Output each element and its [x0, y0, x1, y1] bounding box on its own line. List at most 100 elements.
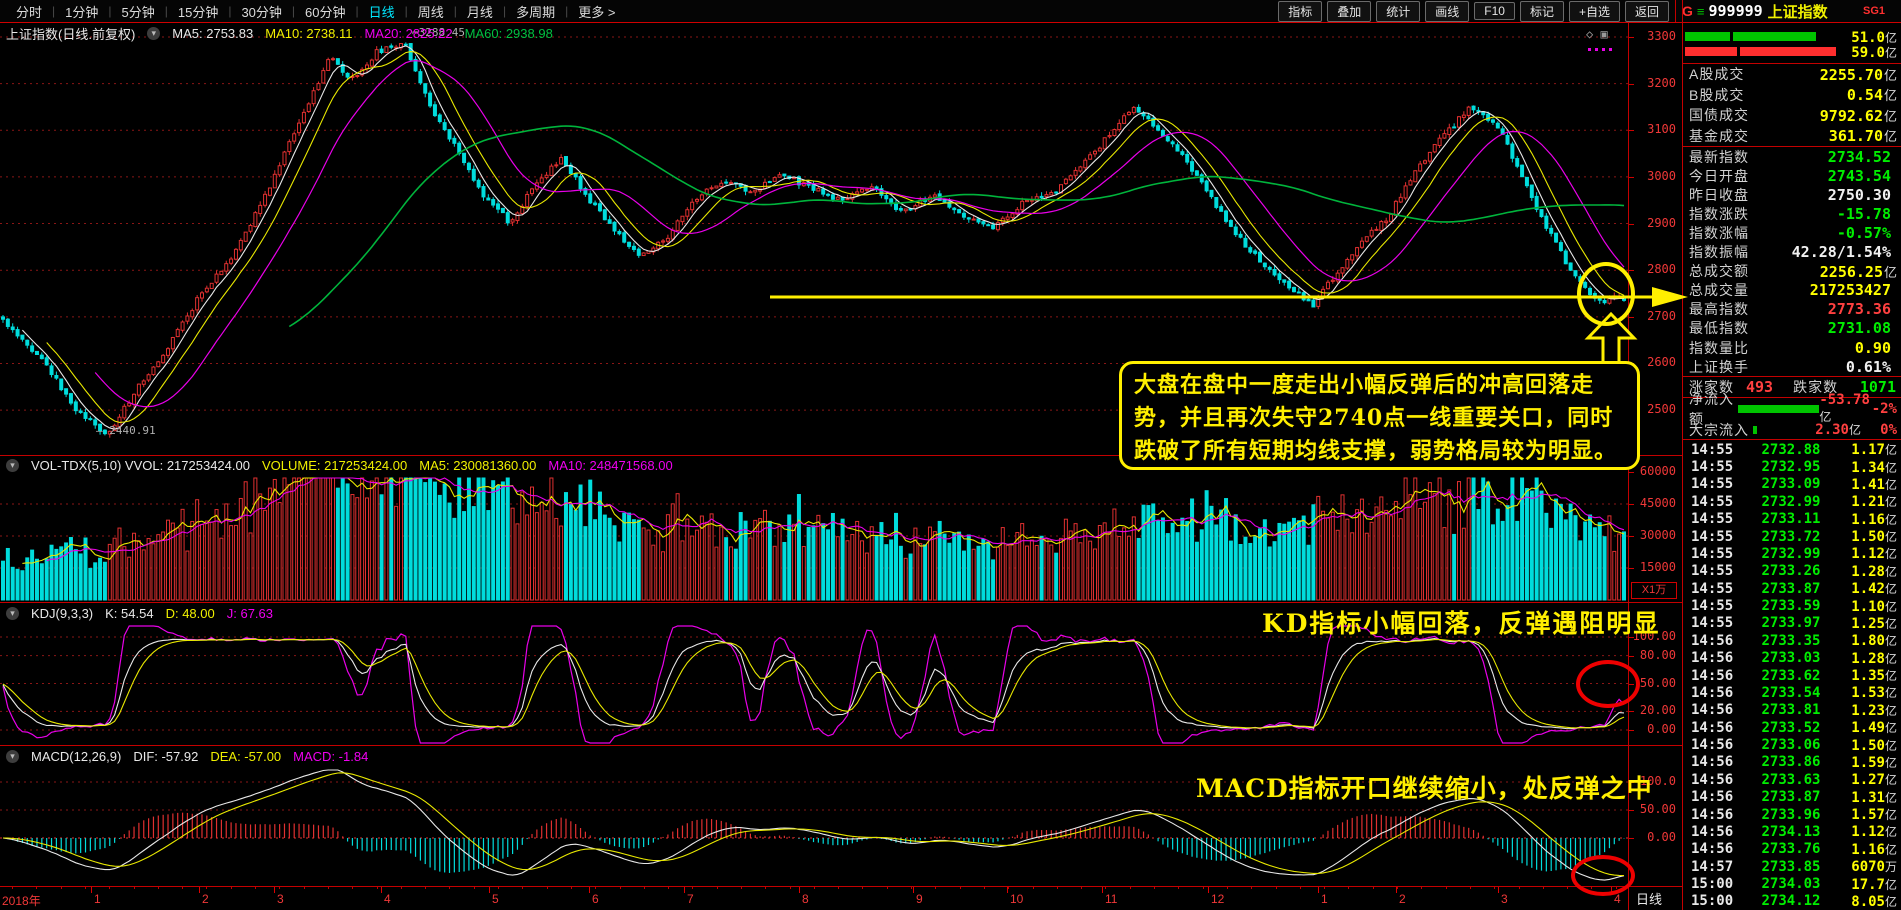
axis-tick [1628, 472, 1634, 474]
stat-label: 指数量比 [1689, 339, 1749, 356]
minor-tick [1446, 886, 1447, 889]
kdj-chart[interactable] [0, 624, 1628, 745]
period-tab-多周期[interactable]: 多周期 [516, 4, 556, 20]
period-tab-分时[interactable]: 分时 [16, 4, 43, 20]
svg-text:— 2440.91: — 2440.91 [96, 424, 156, 437]
macd-axis-label: 100.0 [1639, 774, 1676, 788]
period-tab-1分钟[interactable]: 1分钟 [65, 4, 99, 20]
time-axis: 2018年 1 2 3 4 5 6 7 8 9 10 11 12 1 2 3 4 [0, 886, 1628, 910]
value-number: 59.0 [1851, 45, 1885, 61]
tick-time: 14:55 [1691, 563, 1734, 580]
toolbar-button-画线[interactable]: 画线 [1425, 0, 1470, 22]
annotation-text-box[interactable]: 大盘在盘中一度走出小幅反弹后的冲高回落走 势，并且再次失守2740点一线重要关口，… [1119, 361, 1640, 470]
chart-corner-icons[interactable]: ◇ ▣ [1586, 27, 1608, 41]
macd-chart[interactable] [0, 767, 1628, 886]
year-label: 2018年 [2, 894, 41, 908]
tick-list[interactable]: 14:55 2732.88 1.17亿 14:55 2732.95 1.34亿 14:55 2… [1683, 441, 1901, 910]
flow-percent: -2% [1871, 400, 1897, 417]
tick-time: 14:56 [1691, 737, 1734, 754]
collapse-icon[interactable]: ▾ [6, 607, 19, 620]
minor-tick [1397, 886, 1398, 889]
toolbar-button-标记[interactable]: 标记 [1519, 0, 1564, 22]
axis-tick [1628, 270, 1634, 272]
symbol-code[interactable]: 999999 [1708, 2, 1763, 20]
tick-price: 2733.87 [1761, 789, 1821, 806]
tick-time: 14:55 [1691, 511, 1734, 528]
tick-amount: 1.53亿 [1851, 685, 1897, 702]
toolbar-button-+自选[interactable]: +自选 [1568, 0, 1620, 22]
stat-value: 2255.70亿 [1820, 65, 1901, 84]
stat-unit [1891, 227, 1896, 242]
highlight-ellipse-price[interactable] [1577, 262, 1635, 326]
month-label: 11 [1105, 892, 1118, 906]
toolbar-button-叠加[interactable]: 叠加 [1327, 0, 1372, 22]
period-tab-日线[interactable]: 日线 [368, 4, 395, 20]
period-tab-5分钟[interactable]: 5分钟 [121, 4, 155, 20]
period-tab-月线[interactable]: 月线 [466, 4, 493, 20]
stat-value: 9792.62亿 [1820, 106, 1901, 125]
stat-value: 2750.30 [1828, 186, 1901, 204]
period-tab-更多 >[interactable]: 更多 > [578, 4, 616, 20]
indicator-value: MA5: 230081360.00 [419, 458, 537, 473]
period-tab-周线[interactable]: 周线 [417, 4, 444, 20]
stat-unit [1891, 322, 1896, 337]
minor-tick [1276, 886, 1277, 889]
axis-tick [1628, 83, 1634, 85]
kdj-axis-label: 80.00 [1639, 647, 1676, 662]
highlight-ellipse-macd[interactable] [1571, 855, 1635, 896]
axis-tick [1628, 504, 1634, 505]
period-tabs: 分时 | 1分钟 | 5分钟 | 15分钟 | 30分钟 | 60分钟 | 日线 | 周线 | 月线 | 多周期 | 更… [0, 0, 625, 22]
tick-amount-unit: 亿 [1884, 669, 1897, 684]
toolbar-button-返回[interactable]: 返回 [1624, 0, 1669, 22]
month-tick [799, 886, 800, 893]
collapse-icon[interactable]: ▾ [147, 27, 161, 40]
tick-row: 14:56 2733.54 1.53亿 [1683, 684, 1901, 702]
stat-value: 0.90 [1855, 339, 1901, 357]
minor-tick [668, 886, 669, 889]
collapse-icon[interactable]: ▾ [6, 459, 19, 472]
stat-row: 最高指数 2773.36 [1683, 300, 1901, 319]
minor-tick [1470, 886, 1471, 889]
indicator-value: DEA: -57.00 [210, 749, 282, 764]
minor-tick [12, 886, 13, 889]
tick-price: 2733.26 [1761, 563, 1821, 580]
tick-time: 14:55 [1691, 580, 1734, 597]
panel-divider [1683, 146, 1901, 147]
svg-text:⌐3288.45: ⌐3288.45 [412, 26, 465, 39]
month-label: 7 [687, 892, 694, 906]
menu-icon[interactable]: ≡ [1696, 3, 1705, 19]
stat-row: 最新指数 2734.52 [1683, 147, 1901, 166]
down-count-label: 跌家数 [1793, 379, 1839, 395]
tick-price: 2733.52 [1761, 719, 1821, 736]
stat-unit [1891, 189, 1896, 204]
symbol-name[interactable]: 上证指数 [1767, 3, 1828, 21]
volume-chart[interactable] [0, 477, 1628, 602]
stat-label: 基金成交 [1689, 127, 1749, 144]
toolbar-button-指标[interactable]: 指标 [1278, 0, 1323, 22]
kd-annotation[interactable]: KD指标小幅回落，反弹遇阻明显 [1262, 609, 1661, 638]
minor-tick [134, 886, 135, 889]
macd-annotation[interactable]: MACD指标开口继续缩小，处反弹之中 [1196, 774, 1653, 803]
tick-amount: 1.34亿 [1851, 459, 1897, 476]
tick-row: 14:56 2733.06 1.50亿 [1683, 736, 1901, 754]
tick-amount-unit: 亿 [1884, 477, 1897, 492]
symbol-header: G ≡ 999999 上证指数 SG1 [1675, 0, 1901, 22]
highlight-ellipse-kdj[interactable] [1576, 660, 1640, 708]
flow-bar-segment [1685, 47, 1737, 56]
month-label: 8 [802, 892, 809, 906]
flow-bar-segment [1732, 32, 1816, 41]
value-number: 51.0 [1851, 30, 1885, 46]
price-axis-label: 2800 [1647, 262, 1676, 277]
collapse-icon[interactable]: ▾ [6, 750, 19, 763]
axis-tick [1628, 536, 1634, 537]
main-candlestick-chart[interactable]: ⌐3288.45 — 2440.91 ◇ ▣ [0, 22, 1628, 455]
toolbar-button-F10[interactable]: F10 [1474, 2, 1515, 20]
tick-amount: 1.21亿 [1851, 494, 1897, 511]
period-tab-30分钟[interactable]: 30分钟 [241, 4, 282, 20]
price-axis-label: 2600 [1647, 355, 1676, 370]
month-tick [1396, 886, 1397, 893]
tick-price: 2732.95 [1761, 459, 1821, 476]
period-tab-15分钟[interactable]: 15分钟 [177, 4, 219, 20]
period-tab-60分钟[interactable]: 60分钟 [305, 4, 346, 20]
toolbar-button-统计[interactable]: 统计 [1376, 0, 1421, 22]
